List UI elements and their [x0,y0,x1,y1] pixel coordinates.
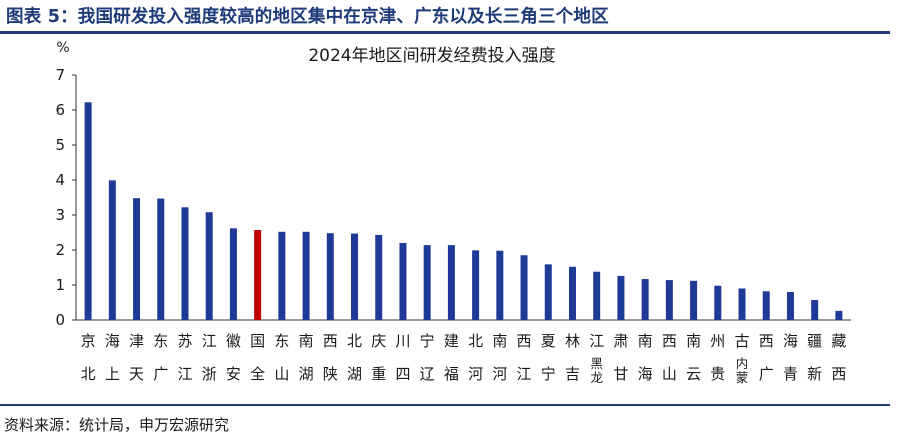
bottom-rule [0,404,890,406]
y-axis-unit-label: % [56,40,69,56]
x-axis-labels: 京北海上津天东广苏江江浙徽安国全东山南湖西陕北湖庆重川四宁辽建福北河南河西江夏宁… [81,332,847,385]
bar [157,198,165,320]
bar [205,212,213,320]
bar [278,231,286,320]
x-tick-label: 肃甘 [613,332,628,383]
bar [786,292,794,320]
y-tick-label: 1 [55,276,65,294]
bar [472,250,480,320]
bar [108,180,116,320]
bar [544,264,552,320]
x-tick-label: 苏江 [177,332,192,383]
bar [133,198,141,320]
x-tick-label: 北湖 [347,332,362,383]
x-tick-label: 建福 [444,332,459,383]
x-tick-label: 北河 [468,332,483,383]
source-note: 资料来源：统计局，申万宏源研究 [4,416,230,434]
bar [811,300,819,320]
y-tick-label: 3 [55,206,65,224]
bar [690,280,698,320]
x-tick-label: 西山 [662,332,677,383]
y-tick-label: 2 [55,241,65,259]
x-tick-label: 州贵 [710,332,725,383]
bar [617,275,625,320]
bar [302,231,310,320]
y-tick-label: 6 [55,101,65,119]
bar [423,245,431,320]
x-tick-label: 东山 [274,332,289,383]
bar [447,245,455,320]
x-tick-label: 林吉 [565,332,580,383]
bar [641,279,649,320]
x-tick-label: 南海 [638,332,653,383]
x-tick-label: 藏西 [831,332,846,383]
bar [375,234,383,320]
x-tick-label: 南云 [686,332,701,383]
x-tick-label: 南湖 [299,332,314,383]
x-tick-label: 徽安 [226,332,241,383]
y-tick-label: 7 [55,66,65,84]
y-axis-ticks: 0 1 2 3 4 5 6 7 [55,66,76,329]
bar [714,285,722,320]
x-tick-label: 川四 [395,332,410,383]
bar-chart: 2024年地区间研发经费投入强度 % 0 1 2 3 4 5 6 7 京北海上津天东广苏江江浙… [55,40,851,385]
bar [181,207,189,320]
x-tick-label: 西陕 [323,332,338,383]
bar [254,230,262,320]
bar [762,291,770,320]
bar [568,266,576,320]
bar [520,255,528,320]
top-rule [0,31,890,34]
bar [835,310,843,320]
bar [665,280,673,320]
chart-title: 2024年地区间研发经费投入强度 [308,46,555,66]
x-tick-label: 京北 [81,332,96,383]
x-tick-label: 西广 [759,332,774,383]
y-tick-label: 4 [55,171,65,189]
bar [593,271,601,320]
bar-series [84,102,843,320]
x-tick-label: 古内蒙 [735,332,750,385]
bar [399,243,407,320]
x-tick-label: 海上 [105,332,120,383]
x-tick-label: 疆新 [807,332,822,383]
bar [496,250,504,320]
x-tick-label: 津天 [129,332,144,383]
x-tick-label: 庆重 [371,332,386,383]
bar [326,233,334,320]
x-tick-label: 江浙 [202,332,217,383]
bar [738,288,746,320]
x-tick-label: 夏宁 [541,332,556,383]
x-tick-label: 东广 [153,332,168,383]
bar [229,228,237,320]
x-tick-label: 宁辽 [420,332,435,383]
figure-title: 图表 5：我国研发投入强度较高的地区集中在京津、广东以及长三角三个地区 [6,7,609,27]
x-tick-label: 国全 [250,332,265,383]
y-tick-label: 5 [55,136,65,154]
x-tick-label: 南河 [492,332,507,383]
bar [84,102,92,320]
x-tick-label: 西江 [517,332,532,383]
y-tick-label: 0 [55,311,65,329]
x-tick-label: 海青 [783,332,798,383]
bar [351,233,359,320]
x-tick-label: 江黑龙 [589,332,604,385]
